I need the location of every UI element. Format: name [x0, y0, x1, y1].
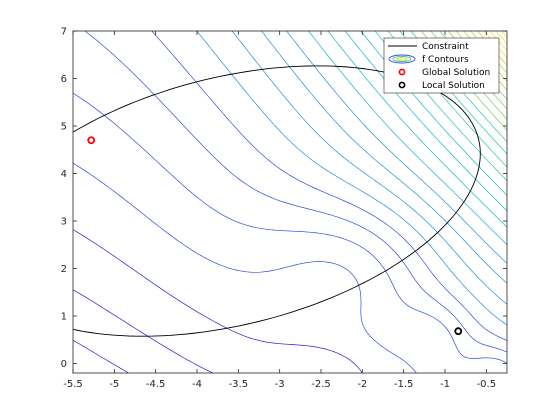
y-tick-label: 6	[61, 74, 67, 85]
legend-local-label: Local Solution	[422, 81, 485, 91]
contour-level-line	[151, 31, 507, 341]
global-solution-marker	[87, 136, 96, 145]
x-tick-label: -1	[440, 379, 450, 390]
x-tick-label: -2	[357, 379, 367, 390]
contour-level-line	[73, 289, 213, 373]
y-tick-label: 7	[61, 27, 67, 38]
contour-level-line	[196, 31, 507, 326]
legend-contours-swatch	[388, 54, 416, 64]
contour-level-line	[84, 31, 507, 353]
x-tick-label: -5.5	[63, 379, 83, 390]
contour-level-line	[73, 92, 507, 364]
contour-level-line	[73, 339, 129, 373]
local-solution-marker	[454, 327, 463, 336]
x-tick-label: -1.5	[394, 379, 414, 390]
contour-level-line	[286, 31, 507, 264]
constraint-curve	[73, 65, 481, 337]
y-tick-label: 0	[61, 359, 67, 370]
contour-level-line	[73, 229, 363, 373]
y-tick-label: 3	[61, 217, 67, 228]
x-tick-label: -5	[109, 379, 119, 390]
x-tick-label: -3.5	[229, 379, 249, 390]
solution-markers	[87, 136, 463, 336]
legend-local-marker	[398, 81, 406, 89]
axis-ticks: -5.5 -5 -4.5 -4 -3.5 -3 -2.5 -2 -1.5 -1 -0.5 0 1 2 3 4 5…	[61, 27, 507, 390]
legend-contours-label: f Contours	[422, 55, 469, 65]
legend-box	[383, 37, 500, 94]
x-tick-label: -4.5	[146, 379, 166, 390]
legend-global-label: Global Solution	[422, 68, 490, 78]
y-tick-label: 1	[61, 312, 67, 323]
x-tick-label: -3	[275, 379, 285, 390]
y-tick-label: 2	[61, 264, 67, 275]
legend-global-marker	[398, 68, 406, 76]
legend-constraint-label: Constraint	[422, 42, 469, 52]
contour-level-line	[344, 31, 507, 212]
x-tick-label: -2.5	[311, 379, 331, 390]
legend: Constraint f Contours Global Solution Lo…	[383, 37, 500, 94]
plot-frame	[72, 30, 508, 374]
contour-level-line	[231, 31, 507, 305]
contour-level-line	[73, 162, 417, 373]
constraint-layer	[73, 65, 481, 337]
y-tick-label: 5	[61, 122, 67, 133]
y-tick-label: 4	[61, 169, 67, 180]
contour-level-line	[308, 31, 507, 245]
x-tick-label: -0.5	[477, 379, 497, 390]
x-tick-label: -4	[192, 379, 202, 390]
